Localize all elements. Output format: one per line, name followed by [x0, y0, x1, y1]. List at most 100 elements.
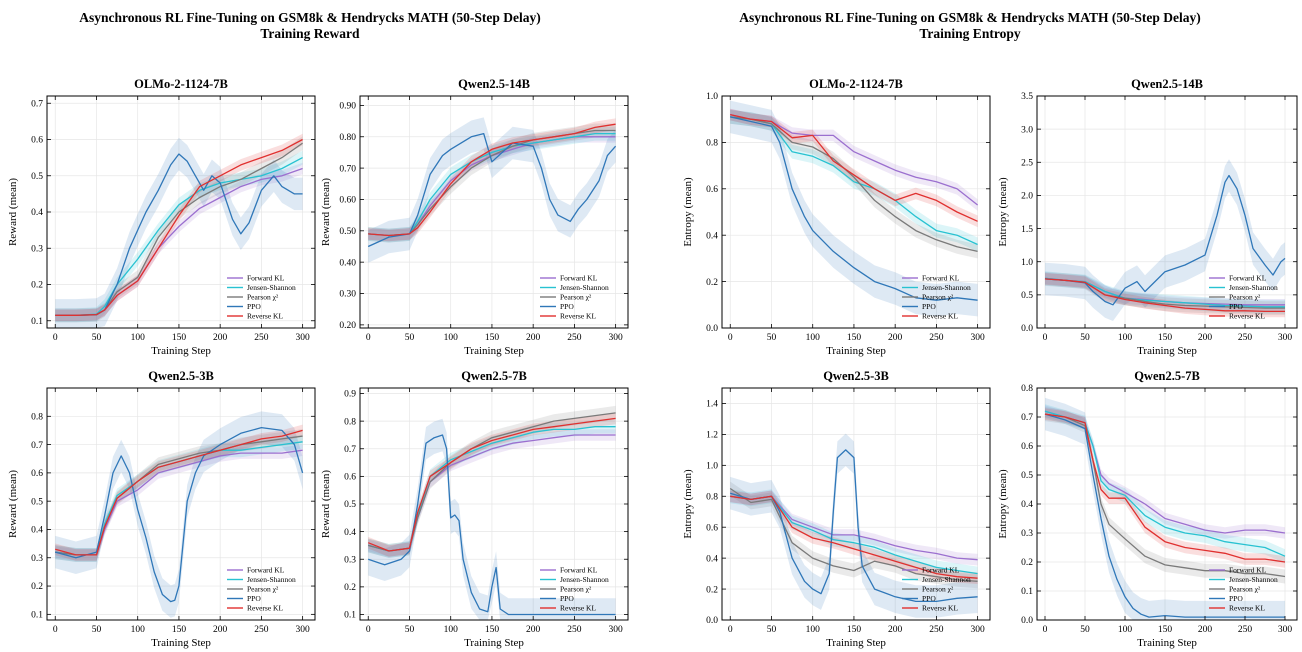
x-tick-label: 50	[767, 625, 777, 635]
y-tick-label: 0.90	[339, 102, 356, 112]
reward-title-line1: Asynchronous RL Fine-Tuning on GSM8k & H…	[79, 10, 541, 25]
x-tick-label: 250	[567, 333, 582, 343]
y-tick-label: 0.50	[339, 227, 356, 237]
x-tick-label: 50	[1080, 625, 1090, 635]
series-line	[730, 113, 978, 222]
x-tick-label: 250	[254, 333, 269, 343]
x-tick-label: 250	[929, 333, 944, 343]
reward-title-line2: Training Reward	[260, 26, 360, 41]
series-line	[1044, 278, 1285, 313]
x-tick-label: 50	[767, 333, 777, 343]
y-tick-label: 3.0	[1021, 125, 1033, 135]
legend-label: Pearson χ²	[247, 585, 279, 594]
legend-label: Forward KL	[560, 274, 598, 283]
y-tick-label: 0.7	[31, 99, 43, 109]
y-tick-label: 0.1	[1021, 587, 1033, 597]
y-tick-label: 0.80	[339, 133, 356, 143]
series-line	[55, 153, 303, 316]
series-band	[55, 162, 303, 322]
legend-label: Reverse KL	[922, 604, 958, 613]
entropy-figure-title: Asynchronous RL Fine-Tuning on GSM8k & H…	[660, 10, 1280, 42]
legend-label: PPO	[247, 594, 261, 603]
chart-panel-4: 0 50 100 150 200 250 300 0.0 0.2 0.4 0.6 0.8 1.0 OLMo…	[682, 77, 991, 357]
x-tick-label: 200	[526, 625, 541, 635]
x-tick-label: 150	[1158, 333, 1173, 343]
plot-frame	[721, 95, 991, 329]
y-axis-label: Entropy (mean)	[997, 177, 1009, 247]
legend-label: Jensen-Shannon	[560, 575, 609, 584]
legend-label: PPO	[922, 302, 936, 311]
legend-label: Forward KL	[560, 566, 598, 575]
subplot-title: OLMo-2-1124-7B	[134, 77, 228, 91]
x-tick-label: 150	[847, 625, 862, 635]
legend-label: Jensen-Shannon	[1229, 575, 1278, 584]
y-tick-label: 0.5	[1021, 471, 1033, 481]
series-line	[1044, 174, 1286, 306]
legend-label: Forward KL	[922, 274, 960, 283]
series-band	[1045, 407, 1285, 584]
x-axis-label: Training Step	[826, 345, 886, 357]
x-tick-label: 50	[92, 625, 102, 635]
y-tick-label: 2.0	[1021, 192, 1033, 202]
y-tick-label: 0.6	[344, 473, 356, 483]
plot-frame	[721, 387, 991, 621]
chart-panel-2: 0 50 100 150 200 250 300 0.1 0.2 0.3 0.4 0.5 0.6 0.7 0…	[7, 369, 316, 649]
series-band	[55, 434, 303, 562]
x-tick-label: 250	[1238, 625, 1253, 635]
y-axis-label: Entropy (mean)	[682, 469, 694, 539]
x-axis-label: Training Step	[1137, 345, 1197, 357]
y-axis-label: Reward (mean)	[7, 178, 19, 246]
y-tick-label: 0.4	[1021, 500, 1033, 510]
series-band	[368, 118, 616, 242]
y-tick-label: 0.2	[706, 585, 718, 595]
series-line	[1044, 410, 1286, 557]
chart-panel-1: 0 50 100 150 200 250 300 0.20 0.30 0.40 0.50 0.60 0.…	[320, 77, 629, 357]
series-band	[55, 137, 303, 328]
x-tick-label: 150	[847, 333, 862, 343]
x-tick-label: 300	[971, 625, 986, 635]
y-axis-label: Reward (mean)	[7, 470, 19, 538]
legend-label: PPO	[1229, 302, 1243, 311]
y-axis-label: Reward (mean)	[320, 178, 332, 246]
x-tick-label: 100	[131, 333, 146, 343]
series-band	[55, 150, 303, 323]
legend-label: PPO	[922, 594, 936, 603]
series-band	[730, 433, 978, 618]
y-tick-label: 0.4	[31, 526, 43, 536]
x-axis-label: Training Step	[826, 637, 886, 649]
y-tick-label: 0.6	[1021, 442, 1033, 452]
x-tick-label: 300	[296, 625, 311, 635]
y-tick-label: 0.1	[344, 611, 356, 621]
legend-label: Reverse KL	[560, 312, 596, 321]
x-tick-label: 300	[1278, 625, 1293, 635]
y-tick-label: 0.2	[344, 583, 356, 593]
x-tick-label: 50	[92, 333, 102, 343]
y-tick-label: 0.9	[344, 390, 356, 400]
legend-label: Reverse KL	[922, 312, 958, 321]
y-tick-label: 1.4	[706, 400, 718, 410]
y-tick-label: 0.8	[1021, 384, 1033, 394]
y-tick-label: 0.6	[706, 523, 718, 533]
subplot-title: Qwen2.5-14B	[1131, 77, 1203, 91]
series-line	[367, 417, 616, 552]
y-tick-label: 0.3	[31, 244, 43, 254]
subplot-title: OLMo-2-1124-7B	[809, 77, 903, 91]
y-tick-label: 0.2	[1021, 558, 1033, 568]
series-line	[55, 426, 304, 603]
x-tick-label: 200	[888, 625, 903, 635]
y-tick-label: 0.6	[31, 136, 43, 146]
entropy-title-line1: Asynchronous RL Fine-Tuning on GSM8k & H…	[739, 10, 1201, 25]
y-tick-label: 0.7	[31, 441, 43, 451]
y-tick-label: 0.5	[31, 497, 43, 507]
x-tick-label: 200	[1198, 625, 1213, 635]
x-tick-label: 0	[366, 333, 371, 343]
y-axis-label: Entropy (mean)	[997, 469, 1009, 539]
x-tick-label: 0	[728, 625, 733, 635]
legend-label: Jensen-Shannon	[247, 283, 296, 292]
x-tick-label: 0	[1043, 333, 1048, 343]
series-band	[1045, 272, 1285, 311]
y-tick-label: 0.8	[706, 492, 718, 502]
plot-frame	[359, 95, 629, 329]
x-tick-label: 250	[254, 625, 269, 635]
x-tick-label: 250	[1238, 333, 1253, 343]
